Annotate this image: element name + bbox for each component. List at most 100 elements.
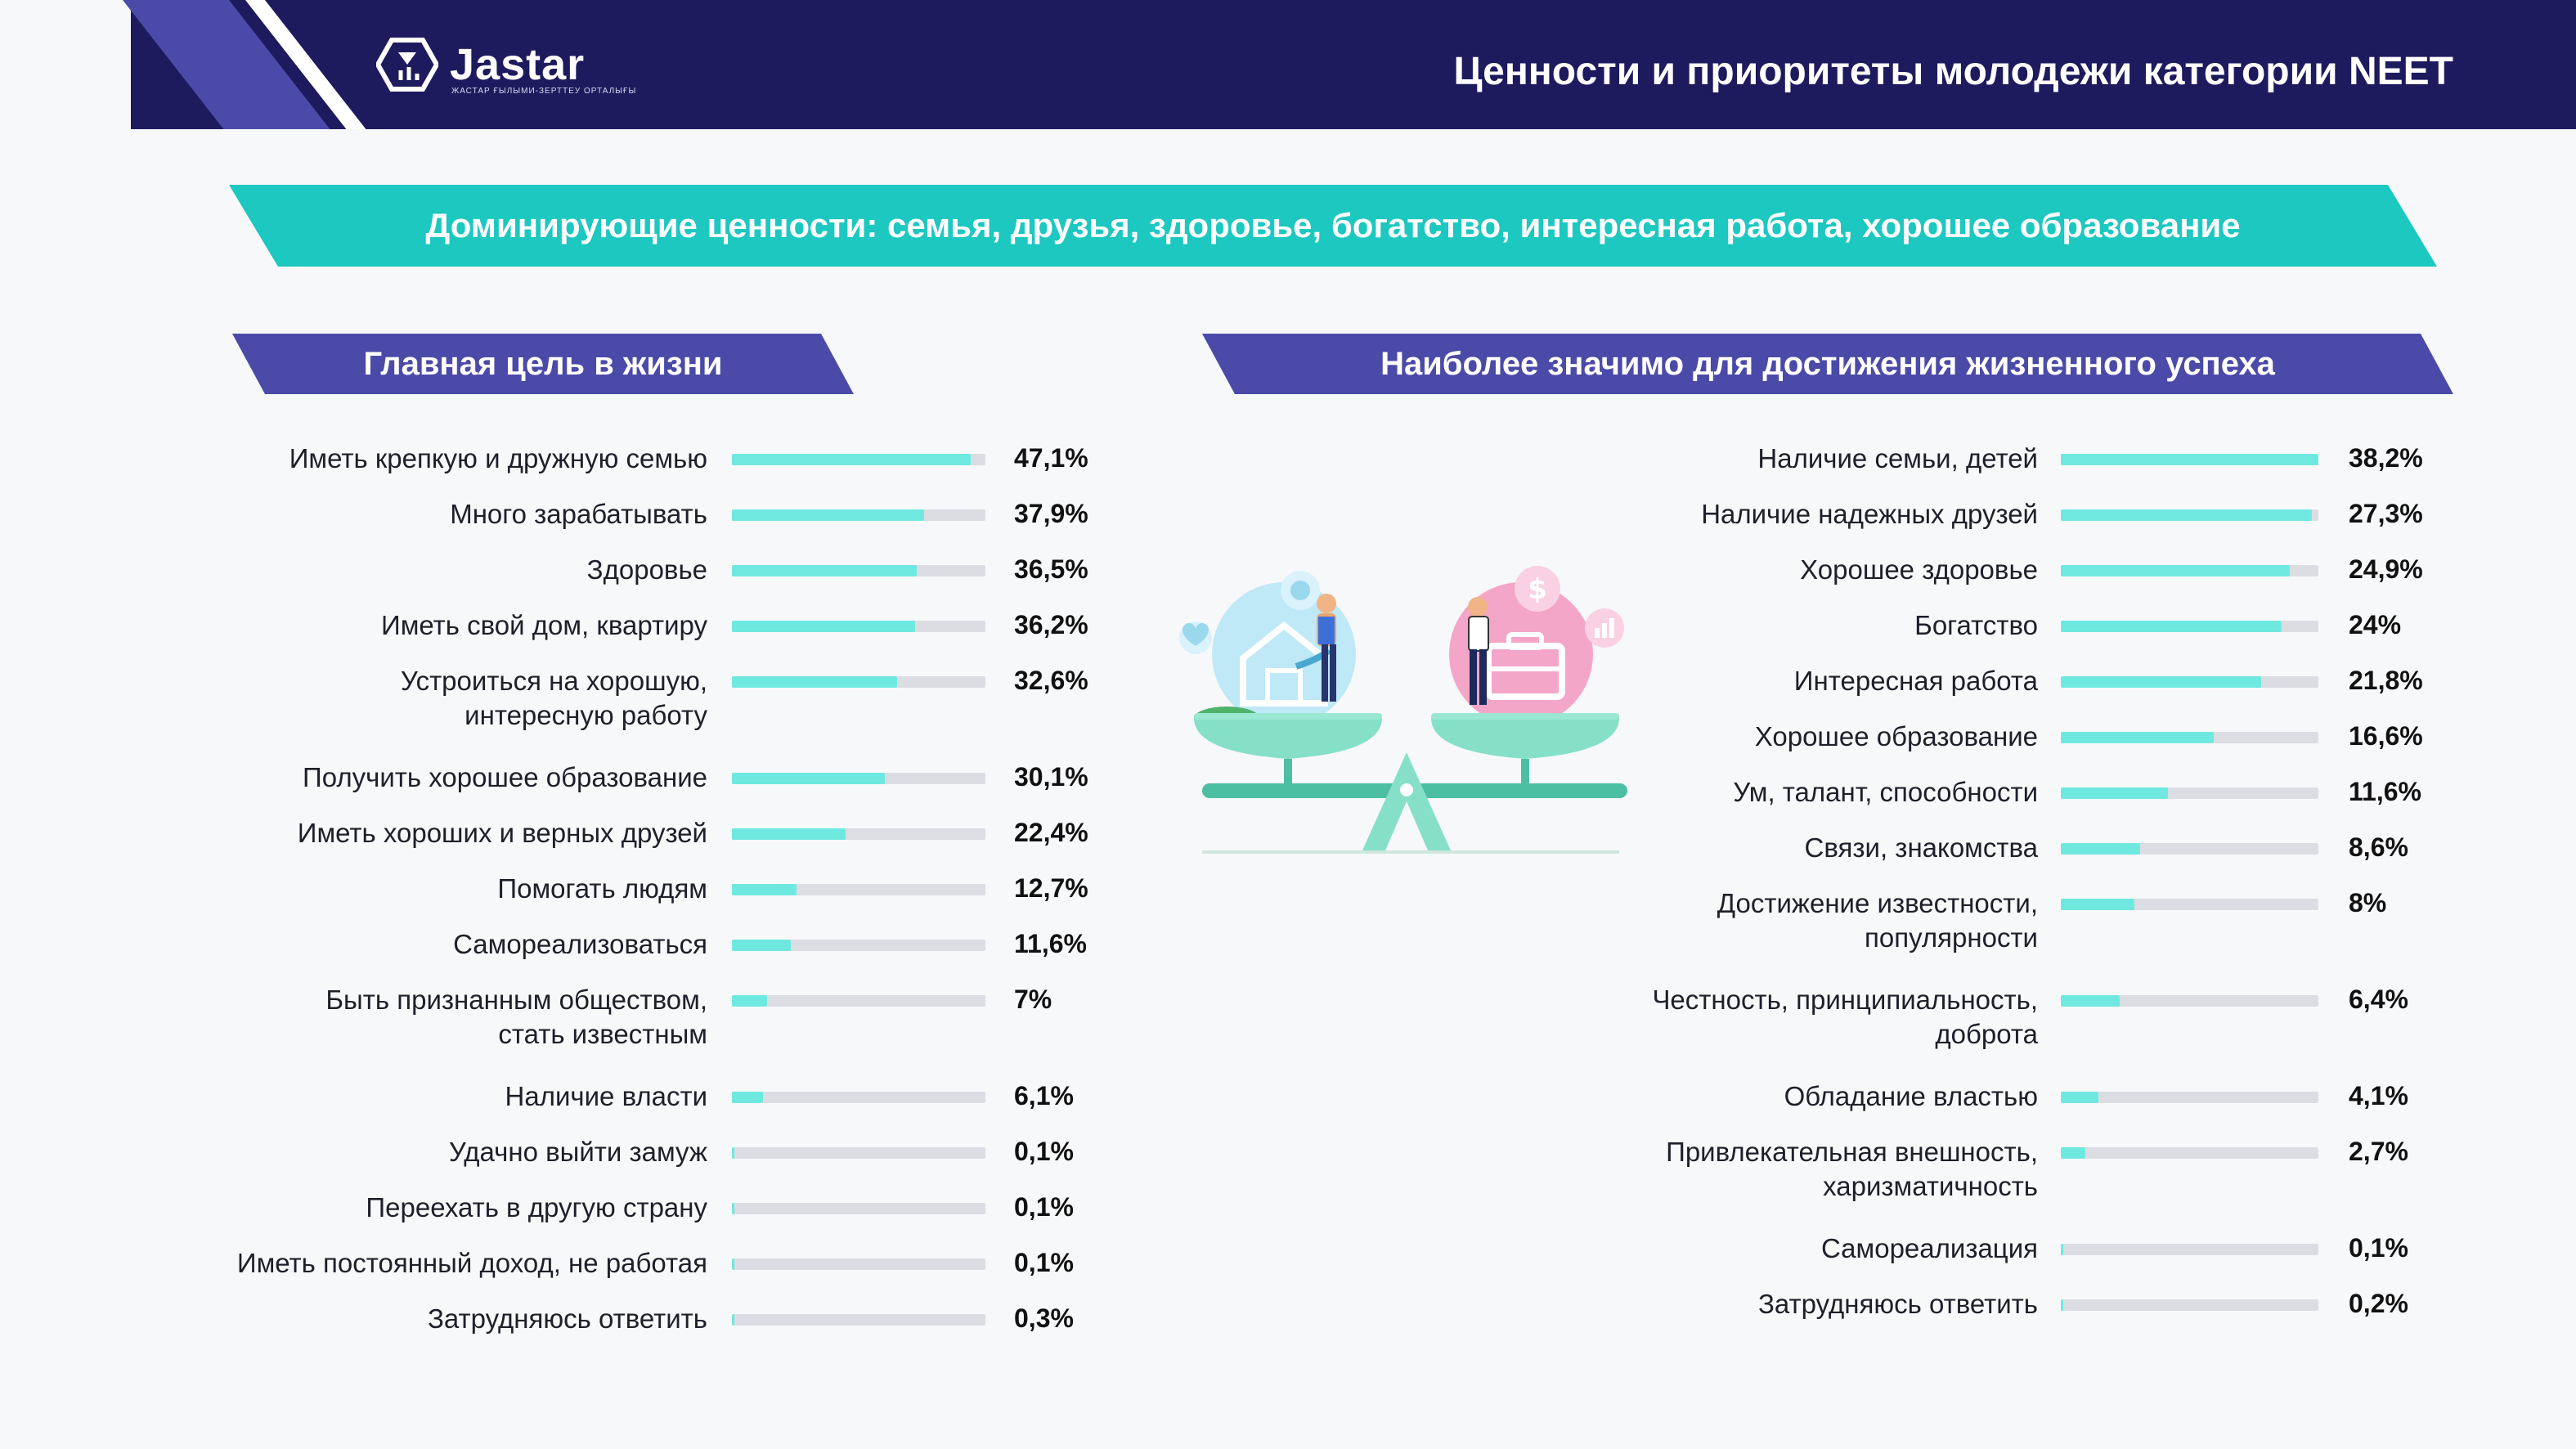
bar-label: Ум, талант, способности [1145, 775, 2038, 810]
bar-label-line: Быть признанным обществом, [325, 985, 707, 1015]
bar-track [2061, 732, 2318, 743]
bar [2061, 1092, 2098, 1103]
bar-value-label: 30,1% [1014, 762, 1088, 792]
bar-track [732, 1092, 985, 1103]
page-title: Ценности и приоритеты молодежи категории… [1453, 50, 2453, 93]
bar [732, 773, 885, 784]
bar-value-label: 21,8% [2349, 666, 2423, 695]
bar-value-label: 8,6% [2349, 832, 2408, 862]
bar [732, 995, 767, 1007]
bar-label-line: Затрудняюсь ответить [1757, 1289, 2038, 1319]
bar [732, 676, 897, 688]
bar [2061, 995, 2120, 1007]
logo-subtitle: ЖАСТАР ҒЫЛЫМИ-ЗЕРТТЕУ ОРТАЛЫҒЫ [451, 87, 637, 96]
bar-label: Хорошее образование [1145, 720, 2038, 754]
bar-value-label: 11,6% [2349, 777, 2421, 806]
scales-icon: $ [1179, 566, 1627, 854]
bar-track [2061, 565, 2318, 576]
bar-track [732, 1314, 985, 1326]
right-ribbon-shape [1202, 334, 2453, 394]
bar [2061, 787, 2168, 799]
bar-track [2061, 1147, 2318, 1159]
bar-label: Устроиться на хорошую, интересную работу [114, 664, 707, 733]
bar-label: Иметь постоянный доход, не работая [114, 1246, 707, 1281]
bar-label: Иметь свой дом, квартиру [114, 608, 707, 643]
bar-label: Помогать людям [114, 872, 707, 906]
bar-track [2061, 509, 2318, 521]
bar-label-line: Наличие семьи, детей [1757, 443, 2038, 473]
bar-value-label: 0,1% [1014, 1248, 1074, 1277]
left-ribbon-shape [232, 334, 854, 394]
bar-label: Затрудняюсь ответить [1145, 1287, 2038, 1321]
bar-track [2061, 899, 2318, 910]
bar-value-label: 6,4% [2349, 985, 2408, 1014]
bar-value-label: 37,9% [1014, 499, 1088, 528]
bar-label-line: Иметь свой дом, квартиру [381, 610, 707, 640]
bar [2061, 509, 2312, 521]
bar-label: Наличие семьи, детей [1145, 442, 2038, 476]
bar-track [2061, 621, 2318, 632]
bar-value-label: 2,7% [2349, 1137, 2408, 1166]
bar-label-line: Обладание властью [1784, 1081, 2038, 1111]
bar-value-label: 16,6% [2349, 721, 2423, 751]
bar-track [732, 454, 985, 465]
bar-label-line: доброта [1935, 1019, 2038, 1049]
bar [732, 509, 924, 521]
left-section-ribbon: Главная цель в жизни [232, 334, 854, 394]
bar [732, 1147, 734, 1159]
bar [2061, 1244, 2063, 1255]
bar-label: Самореализоваться [114, 927, 707, 962]
right-section-ribbon: Наиболее значимо для достижения жизненно… [1202, 334, 2453, 394]
logo: Jastar ЖАСТАР ҒЫЛЫМИ-ЗЕРТТЕУ ОРТАЛЫҒЫ [376, 38, 635, 96]
bar-value-label: 0,2% [2349, 1289, 2408, 1318]
left-section-title: Главная цель в жизни [363, 346, 723, 382]
bar-label: Иметь крепкую и дружную семью [114, 442, 707, 476]
bar-value-label: 36,2% [1014, 610, 1088, 639]
bar-value-label: 12,7% [1014, 873, 1088, 903]
bar-track [2061, 843, 2318, 855]
bar-label-line: Затрудняюсь ответить [427, 1303, 707, 1334]
bar-label-line: Наличие власти [505, 1081, 707, 1111]
bar [2061, 899, 2134, 910]
bar [732, 1203, 734, 1214]
bar-label-line: Хорошее здоровье [1800, 554, 2038, 585]
bar [2061, 621, 2282, 632]
bar-track [2061, 1299, 2318, 1311]
bar-value-label: 6,1% [1014, 1081, 1074, 1110]
bar [732, 1258, 734, 1270]
bar-label: Много зарабатывать [114, 497, 707, 532]
bar-label: Переехать в другую страну [114, 1191, 707, 1225]
banner-text: Доминирующие ценности: семья, друзья, зд… [425, 206, 2241, 244]
bar [732, 940, 791, 951]
bar-label: Удачно выйти замуж [114, 1135, 707, 1169]
bar-label: Быть признанным обществом, стать известны… [114, 983, 707, 1052]
bar-label: Затрудняюсь ответить [114, 1302, 707, 1336]
bar [732, 884, 797, 895]
bar-label-line: Достижение известности, [1717, 888, 2038, 918]
bar-label: Иметь хороших и верных друзей [114, 816, 707, 850]
bar-track [2061, 454, 2318, 465]
bar-label-line: Переехать в другую страну [366, 1192, 707, 1222]
bar-value-label: 38,2% [2349, 443, 2423, 473]
bar-track [732, 621, 985, 632]
bar-value-label: 32,6% [1014, 666, 1088, 695]
bar-label-line: Самореализоваться [453, 929, 707, 959]
bar-value-label: 0,3% [1014, 1303, 1074, 1333]
bar-value-label: 22,4% [1014, 818, 1088, 847]
bar-track [732, 1258, 985, 1270]
bar-track [732, 828, 985, 840]
dominant-values-banner: Доминирующие ценности: семья, друзья, зд… [229, 185, 2437, 267]
bar-label: Обладание властью [1145, 1079, 2038, 1114]
bar-track [732, 509, 985, 521]
bar-track [2061, 1092, 2318, 1103]
bar-label: Здоровье [114, 553, 707, 587]
right-section-title: Наиболее значимо для достижения жизненно… [1380, 346, 2275, 382]
bar-label-line: Связи, знакомства [1804, 832, 2038, 863]
bar-label: Интересная работа [1145, 664, 2038, 698]
bar-value-label: 24,9% [2349, 554, 2423, 584]
bar-value-label: 4,1% [2349, 1081, 2408, 1110]
bar [2061, 565, 2290, 576]
bar-label-line: интересную работу [464, 700, 707, 730]
bar-label-line: Самореализация [1820, 1233, 2038, 1263]
bar-label: Наличие надежных друзей [1145, 497, 2038, 532]
